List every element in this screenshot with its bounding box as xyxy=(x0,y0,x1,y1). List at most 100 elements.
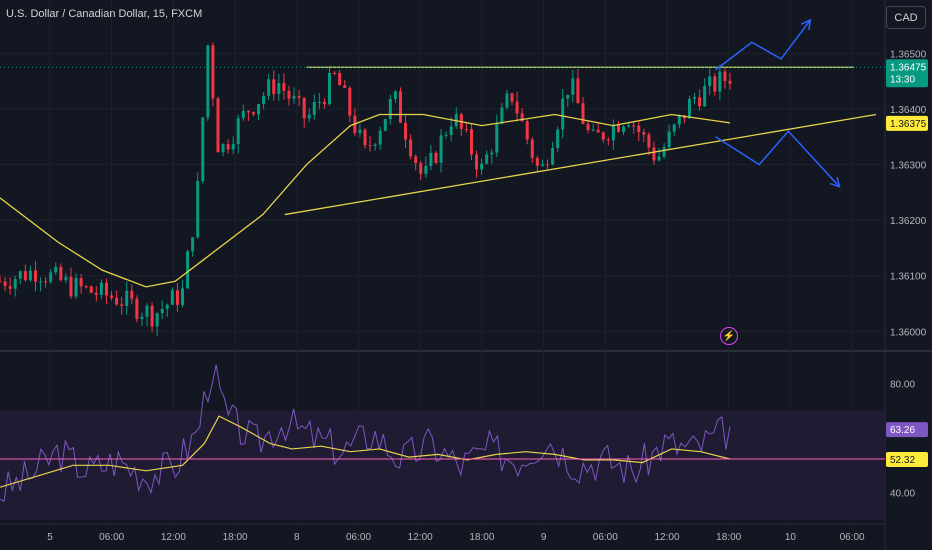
candle-body xyxy=(272,79,276,95)
candle-body xyxy=(236,118,240,145)
candle-body xyxy=(251,112,255,115)
time-tick-label: 12:00 xyxy=(408,532,433,543)
last-price-tag-text: 1.36475 xyxy=(890,62,927,73)
candle-body xyxy=(561,98,565,130)
candle-body xyxy=(566,94,570,99)
candle-body xyxy=(464,128,468,130)
rsi-tick-label: 40.00 xyxy=(890,489,915,500)
candle-body xyxy=(130,290,134,299)
time-tick-label: 18:00 xyxy=(223,532,248,543)
candle-body xyxy=(287,90,291,99)
candle-body xyxy=(718,71,722,92)
rsi-band xyxy=(0,410,885,520)
candle-body xyxy=(414,156,418,164)
candle-body xyxy=(373,144,377,146)
candle-body xyxy=(500,107,504,124)
candle-body xyxy=(490,152,494,155)
candle-body xyxy=(33,270,37,282)
candle-body xyxy=(302,97,306,119)
rsi-ma-value-tag xyxy=(886,451,928,467)
candle-body xyxy=(576,78,580,104)
time-tick-label: 06:00 xyxy=(346,532,371,543)
candle-body xyxy=(110,295,114,298)
candle-body xyxy=(546,164,549,166)
candle-body xyxy=(277,83,281,95)
time-tick-label: 18:00 xyxy=(469,532,494,543)
time-tick-label: 12:00 xyxy=(161,532,186,543)
candle-body xyxy=(439,135,443,163)
candle-body xyxy=(627,125,631,127)
candle-body xyxy=(216,98,220,153)
candle-body xyxy=(338,73,342,86)
candle-body xyxy=(3,281,7,287)
candle-body xyxy=(393,91,397,100)
candle-body xyxy=(196,180,200,238)
candle-body xyxy=(307,114,311,119)
candle-body xyxy=(211,45,215,99)
candle-body xyxy=(520,113,524,122)
rsi-ma-line xyxy=(0,415,731,488)
candle-body xyxy=(485,154,489,164)
candle-body xyxy=(125,290,129,306)
candle-body xyxy=(535,157,539,166)
candle-body xyxy=(693,97,697,99)
candle-body xyxy=(616,124,620,132)
candle-body xyxy=(115,297,119,305)
candle-body xyxy=(505,93,509,108)
candle-body xyxy=(419,163,423,174)
candle-body xyxy=(0,281,2,283)
currency-button[interactable]: CAD xyxy=(886,6,926,29)
candle-body xyxy=(469,129,473,155)
candle-body xyxy=(383,119,387,131)
time-tick-label: 06:00 xyxy=(99,532,124,543)
candle-body xyxy=(429,152,433,166)
candle-body xyxy=(186,251,190,289)
candle-body xyxy=(120,304,124,306)
candle-body xyxy=(155,313,159,327)
candle-body xyxy=(79,278,83,287)
candle-body xyxy=(551,148,555,165)
candle-body xyxy=(591,129,595,131)
time-tick-label: 06:00 xyxy=(593,532,618,543)
candle-body xyxy=(703,86,707,107)
candle-body xyxy=(687,98,691,119)
bearish-projection-arrow[interactable] xyxy=(714,130,841,188)
support-trendline[interactable] xyxy=(284,113,877,216)
candle-body xyxy=(257,104,261,115)
price-tick-label: 1.36400 xyxy=(890,105,927,116)
candle-body xyxy=(13,278,17,289)
candle-body xyxy=(44,281,48,283)
candle-body xyxy=(449,126,453,135)
candle-body xyxy=(150,305,154,327)
candle-body xyxy=(28,270,32,281)
candle-body xyxy=(8,286,12,289)
candle-body xyxy=(292,96,296,99)
candle-body xyxy=(322,102,326,105)
candle-body xyxy=(104,282,108,296)
candle-body xyxy=(49,272,53,283)
candle-body xyxy=(18,271,22,279)
candle-body xyxy=(140,316,144,320)
time-tick-label: 5 xyxy=(47,532,53,543)
rsi-line xyxy=(0,364,731,502)
candle-body xyxy=(89,286,93,293)
time-tick-label: 18:00 xyxy=(716,532,741,543)
lightning-icon[interactable]: ⚡ xyxy=(720,327,738,345)
candle-body xyxy=(358,129,362,134)
candle-body xyxy=(262,95,266,105)
candle-body xyxy=(231,144,235,150)
candle-body xyxy=(662,147,666,157)
bullish-projection-arrow[interactable] xyxy=(714,19,811,71)
candle-body xyxy=(282,83,286,91)
candle-body xyxy=(586,123,590,130)
candle-body xyxy=(713,76,717,92)
candle-body xyxy=(175,290,179,305)
candle-body xyxy=(672,124,676,132)
symbol-title: U.S. Dollar / Canadian Dollar, 15, FXCM xyxy=(6,8,203,20)
price-tick-label: 1.36500 xyxy=(890,49,927,60)
candle-body xyxy=(632,125,636,127)
candle-body xyxy=(444,134,448,136)
candle-body xyxy=(54,266,58,273)
candle-body xyxy=(206,45,210,118)
